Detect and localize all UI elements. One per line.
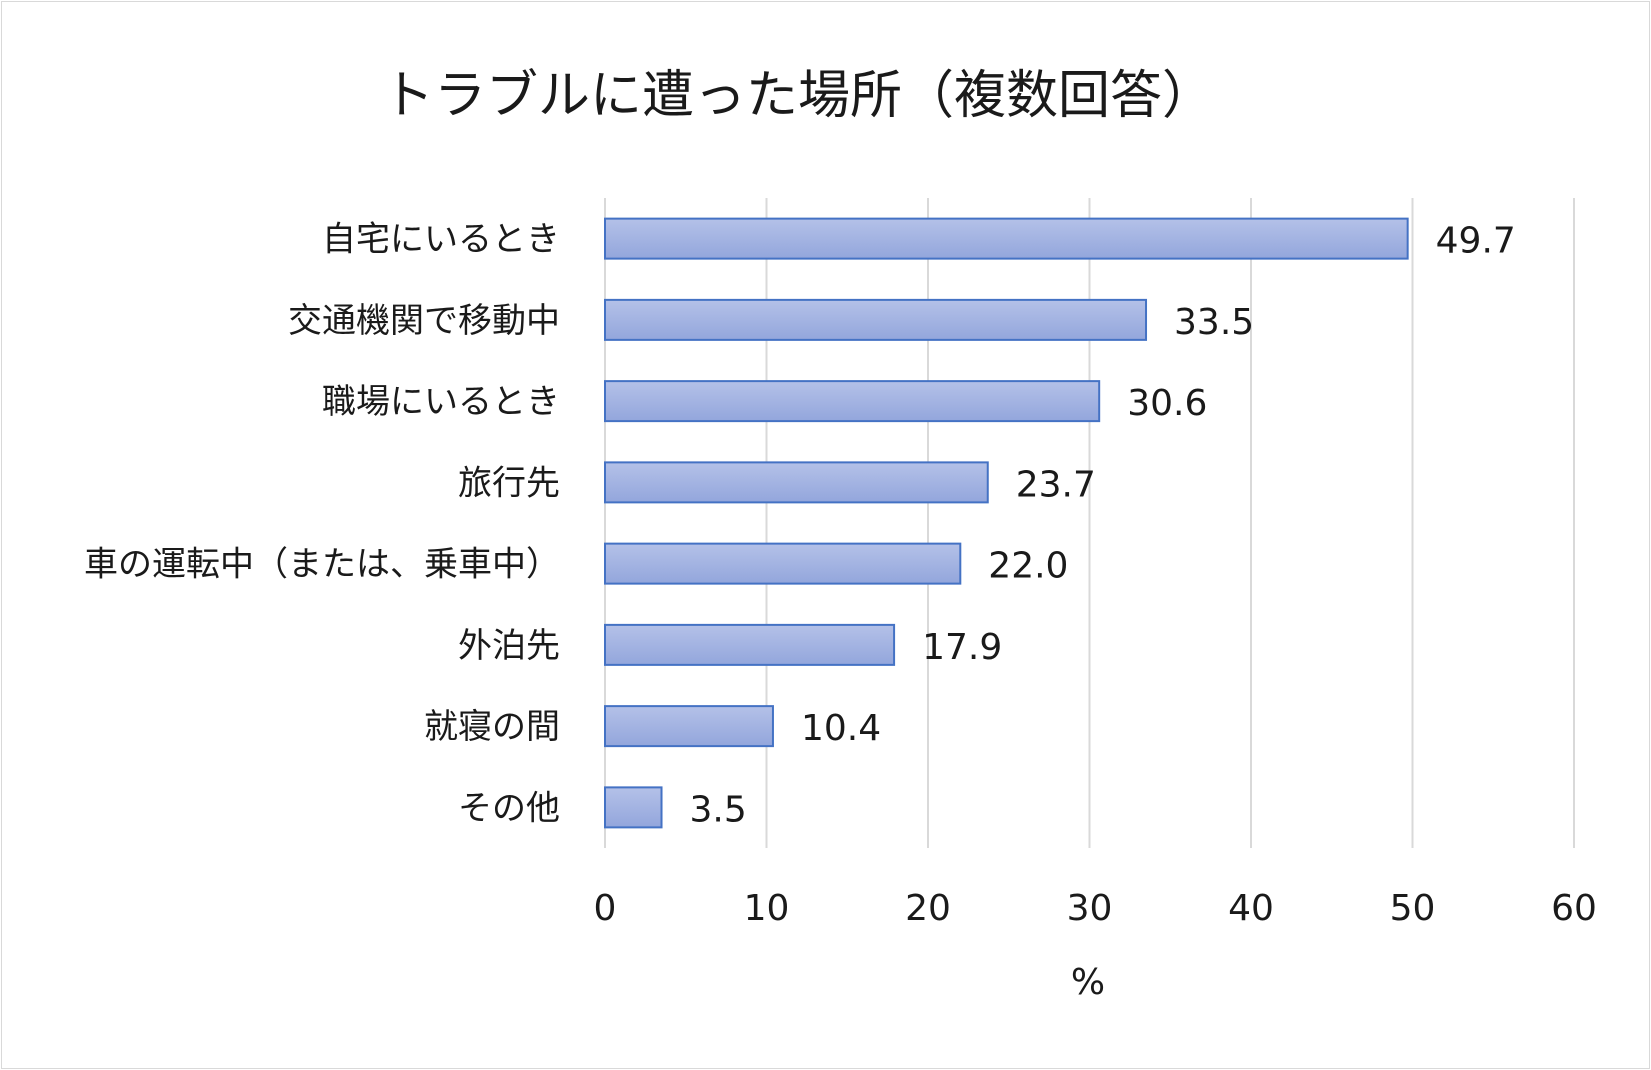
data-label-4: 23.7 xyxy=(1016,464,1096,505)
data-label-3: 30.6 xyxy=(1127,383,1207,424)
data-label-7: 10.4 xyxy=(801,708,881,749)
category-label-5: 車の運転中（または、乗車中） xyxy=(84,545,560,585)
x-tick-label-10: 10 xyxy=(744,888,790,929)
bars xyxy=(604,217,1409,829)
bar-7 xyxy=(604,705,774,748)
category-label-4: 旅行先 xyxy=(458,463,560,503)
x-tick-labels: 0 10 20 30 40 50 60 xyxy=(594,888,1597,929)
x-tick-label-30: 30 xyxy=(1067,888,1113,929)
data-label-8: 3.5 xyxy=(690,789,747,830)
x-tick-label-40: 40 xyxy=(1228,888,1274,929)
category-label-7: 就寝の間 xyxy=(424,707,560,747)
bar-4 xyxy=(604,461,989,504)
data-labels: 49.7 33.5 30.6 23.7 22.0 17.9 10.4 3.5 xyxy=(690,221,1516,831)
x-tick-label-20: 20 xyxy=(905,888,951,929)
data-label-2: 33.5 xyxy=(1174,302,1254,343)
bar-3 xyxy=(604,380,1101,423)
category-label-6: 外泊先 xyxy=(458,626,560,666)
chart-title: トラブルに遭った場所（複数回答） xyxy=(382,66,1214,126)
bar-1 xyxy=(604,217,1409,260)
bar-5 xyxy=(604,542,962,585)
data-label-1: 49.7 xyxy=(1436,221,1516,262)
category-label-1: 自宅にいるとき xyxy=(322,220,560,260)
x-tick-label-0: 0 xyxy=(594,888,617,929)
gridlines xyxy=(604,198,1575,848)
x-tick-label-50: 50 xyxy=(1390,888,1436,929)
x-axis-label: % xyxy=(1071,962,1105,1003)
category-label-8: その他 xyxy=(458,788,560,828)
data-label-5: 22.0 xyxy=(988,546,1068,587)
category-label-2: 交通機関で移動中 xyxy=(288,301,560,341)
bar-2 xyxy=(604,298,1148,341)
bar-8 xyxy=(604,786,663,829)
bar-6 xyxy=(604,623,896,666)
data-label-6: 17.9 xyxy=(922,627,1002,668)
category-label-3: 職場にいるとき xyxy=(322,382,560,422)
x-tick-label-60: 60 xyxy=(1551,888,1597,929)
